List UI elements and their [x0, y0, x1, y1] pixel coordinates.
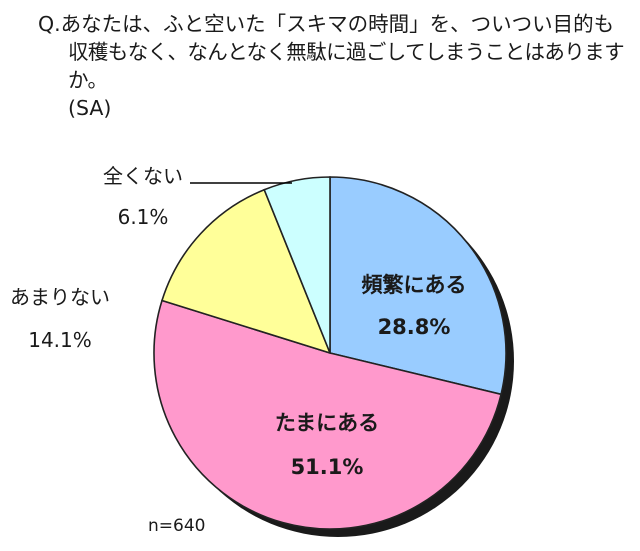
question-text: Q.あなたは、ふと空いた「スキマの時間」を、ついつい目的も 収穫もなく、なんとな…: [38, 10, 628, 122]
slice-value-rarely: 14.1%: [28, 328, 92, 352]
slice-sometimes: [153, 299, 503, 530]
slice-rarely: [161, 188, 332, 355]
slice-frequently: [329, 176, 507, 396]
pie-slices: [153, 176, 507, 530]
slice-never: [263, 176, 331, 354]
slice-value-never: 6.1%: [118, 205, 169, 229]
slice-label-never: 全くない: [103, 164, 183, 188]
slice-label-sometimes: たまにある: [275, 411, 379, 435]
slice-label-frequently: 頻繁にある: [362, 273, 467, 297]
slice-label-rarely: あまりない: [10, 285, 110, 309]
sample-size: n=640: [148, 516, 205, 536]
slice-value-sometimes: 51.1%: [291, 455, 364, 479]
question-line-1: Q.あなたは、ふと空いた「スキマの時間」を、ついつい目的も: [38, 12, 615, 36]
question-line-3: (SA): [68, 96, 112, 120]
slice-value-frequently: 28.8%: [378, 315, 451, 339]
pie-labels: 頻繁にある 28.8% たまにある 51.1% あまりない 14.1% 全くない 6.1%: [10, 164, 467, 479]
question-line-2: 収穫もなく、なんとなく無駄に過ごしてしまうことはありますか。: [68, 40, 625, 92]
